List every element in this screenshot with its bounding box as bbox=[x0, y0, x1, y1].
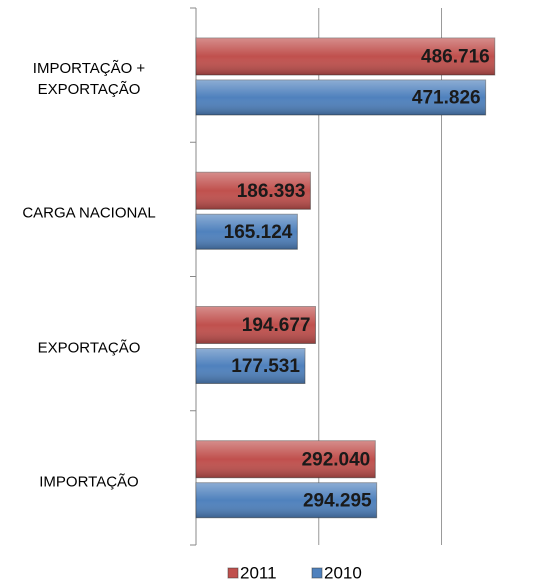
bar-shade bbox=[196, 172, 311, 210]
value-label: 486.716 bbox=[421, 47, 490, 68]
value-label: 292.040 bbox=[302, 449, 371, 470]
category-label: CARGA NACIONAL bbox=[22, 204, 156, 222]
bar-shade bbox=[196, 348, 305, 384]
bar-shade bbox=[196, 482, 377, 518]
bar-shade bbox=[196, 214, 298, 250]
category-label: IMPORTAÇÃO + EXPORTAÇÃO bbox=[32, 60, 146, 99]
category-label: EXPORTAÇÃO bbox=[37, 339, 141, 357]
value-label: 177.531 bbox=[231, 356, 300, 377]
value-label: 294.295 bbox=[303, 490, 372, 511]
bar-shade bbox=[196, 306, 316, 344]
value-label: 165.124 bbox=[224, 222, 293, 243]
value-label: 194.677 bbox=[242, 315, 311, 336]
category-label: IMPORTAÇÃO bbox=[39, 473, 139, 491]
value-label: 186.393 bbox=[237, 181, 306, 202]
bar-shade bbox=[196, 440, 376, 478]
legend-swatch bbox=[227, 567, 239, 579]
legend-swatch bbox=[311, 567, 323, 579]
bar-shade bbox=[196, 38, 495, 75]
legend-label: 2010 bbox=[324, 563, 362, 582]
value-label: 471.826 bbox=[412, 88, 481, 109]
legend-label: 2011 bbox=[240, 563, 277, 582]
bar-shade bbox=[196, 80, 486, 115]
